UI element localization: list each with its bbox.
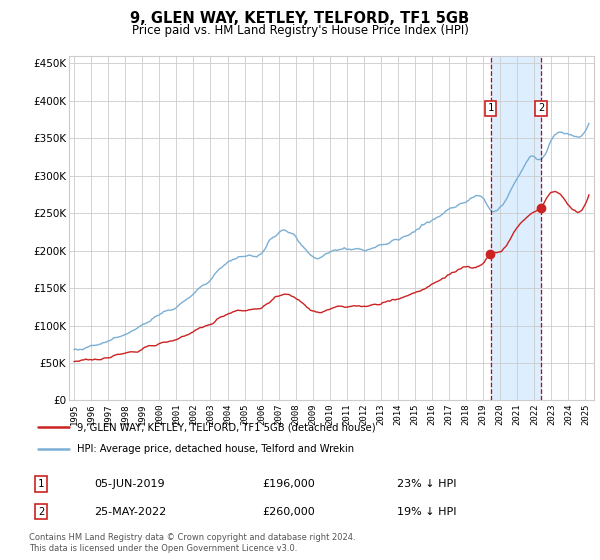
- Text: Price paid vs. HM Land Registry's House Price Index (HPI): Price paid vs. HM Land Registry's House …: [131, 24, 469, 36]
- Text: 19% ↓ HPI: 19% ↓ HPI: [397, 507, 457, 516]
- Text: Contains HM Land Registry data © Crown copyright and database right 2024.
This d: Contains HM Land Registry data © Crown c…: [29, 533, 355, 553]
- Text: £260,000: £260,000: [263, 507, 316, 516]
- Text: 2: 2: [538, 104, 544, 114]
- Text: 23% ↓ HPI: 23% ↓ HPI: [397, 479, 457, 489]
- Text: 1: 1: [38, 479, 44, 489]
- Text: HPI: Average price, detached house, Telford and Wrekin: HPI: Average price, detached house, Telf…: [77, 444, 355, 454]
- Text: 25-MAY-2022: 25-MAY-2022: [94, 507, 167, 516]
- Text: 9, GLEN WAY, KETLEY, TELFORD, TF1 5GB (detached house): 9, GLEN WAY, KETLEY, TELFORD, TF1 5GB (d…: [77, 422, 376, 432]
- Text: 1: 1: [487, 104, 494, 114]
- Bar: [491, 56, 541, 400]
- Text: £196,000: £196,000: [263, 479, 316, 489]
- Text: 9, GLEN WAY, KETLEY, TELFORD, TF1 5GB: 9, GLEN WAY, KETLEY, TELFORD, TF1 5GB: [130, 11, 470, 26]
- Text: 05-JUN-2019: 05-JUN-2019: [94, 479, 165, 489]
- Text: 2: 2: [38, 507, 44, 516]
